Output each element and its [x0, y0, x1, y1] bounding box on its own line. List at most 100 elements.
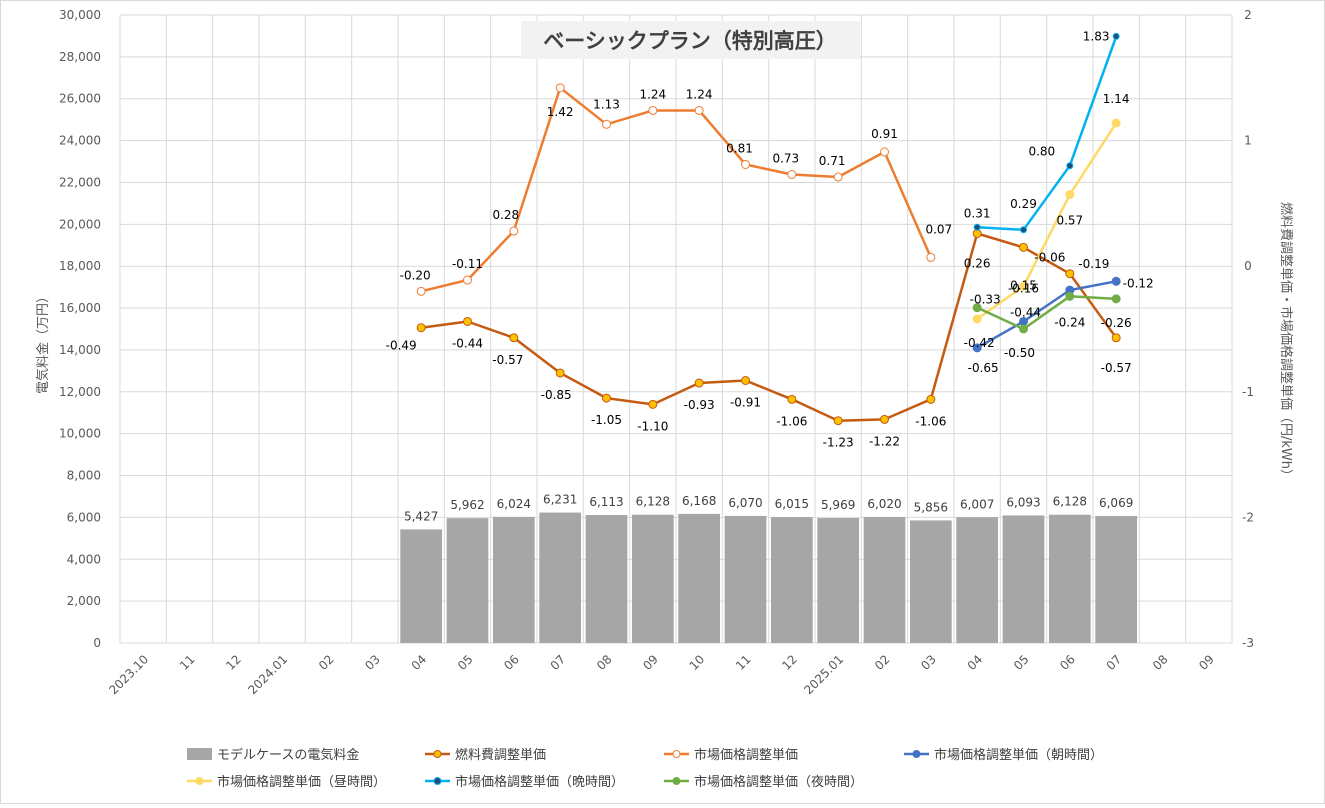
series-point	[1019, 324, 1028, 334]
series-point	[1111, 118, 1121, 128]
bar-label: 6,113	[589, 495, 623, 509]
bar-label: 6,231	[543, 493, 577, 507]
legend-label: 市場価格調整単価（夜時間）	[694, 774, 863, 790]
legend-marker	[672, 777, 681, 785]
point-label: -0.44	[452, 336, 483, 350]
series-point	[555, 368, 565, 378]
legend-marker	[672, 750, 681, 758]
legend: モデルケースの電気料金 燃料費調整単価 市場価格調整単価 市場価格調整単価（朝時間） 市…	[187, 747, 1103, 790]
right-axis-tick: 2	[1244, 8, 1252, 22]
bar-label: 6,093	[1006, 495, 1040, 509]
series-point	[880, 147, 889, 157]
series-line	[420, 86, 932, 293]
point-label: -0.33	[970, 293, 1001, 307]
legend-label: 市場価格調整単価（晩時間）	[455, 774, 624, 790]
series-point	[555, 83, 565, 93]
left-axis-tick: 12,000	[59, 385, 101, 399]
bar-label: 5,969	[821, 498, 855, 512]
point-label: -0.93	[684, 398, 715, 412]
series-point	[1066, 162, 1074, 170]
series-line	[976, 122, 1118, 321]
bar-label: 6,007	[960, 497, 994, 511]
right-axis-tick: 0	[1244, 259, 1252, 273]
legend-label: 燃料費調整単価	[455, 747, 546, 763]
bar-label: 6,128	[1053, 495, 1087, 509]
point-label: -0.06	[1034, 251, 1065, 265]
legend-label: 市場価格調整単価（昼時間）	[217, 774, 386, 790]
series-point	[787, 170, 797, 180]
series-point	[926, 252, 936, 262]
point-label: -0.12	[1123, 276, 1154, 290]
series-point	[1019, 281, 1028, 291]
legend-swatch	[187, 748, 212, 760]
bar-series	[400, 512, 1138, 643]
series-point	[694, 105, 704, 115]
legend-marker	[195, 777, 204, 785]
bar-label: 6,024	[497, 497, 531, 511]
series-point	[833, 172, 843, 182]
left-axis-tick: 4,000	[67, 552, 101, 566]
point-label: -1.06	[776, 414, 807, 428]
series-point	[880, 414, 889, 424]
line-data-labels: -0.49 -0.44 -0.57 -0.85 -1.05 -1.10 -0.93 -0.91…	[386, 29, 1154, 449]
bar	[770, 517, 813, 643]
series-point	[1065, 291, 1075, 301]
series-point	[741, 375, 750, 385]
point-label: -0.50	[1004, 346, 1035, 360]
series-line	[976, 295, 1117, 331]
chart-title-background	[521, 21, 860, 59]
left-axis-title: 電気料金（万円）	[35, 290, 51, 394]
point-label: -0.65	[968, 361, 999, 375]
series-point	[1019, 242, 1028, 252]
series-point	[694, 378, 704, 388]
point-label: -1.23	[823, 436, 854, 450]
point-label: -0.16	[1008, 281, 1039, 295]
chart-title-box: ベーシックプラン（特別高圧）	[521, 21, 860, 59]
series-point	[648, 105, 658, 115]
series-point	[509, 226, 519, 236]
point-label: 0.81	[726, 141, 753, 155]
series-point	[972, 343, 982, 353]
bar	[724, 515, 767, 643]
bar-label: 6,020	[867, 497, 901, 511]
bar-label: 6,128	[636, 495, 670, 509]
bar	[909, 520, 952, 643]
point-label: 0.31	[964, 206, 991, 220]
bar-label: 5,962	[450, 498, 484, 512]
series-point	[1111, 333, 1121, 343]
series-point	[833, 416, 843, 426]
point-label: 0.91	[871, 127, 898, 141]
point-label: -1.10	[637, 419, 668, 433]
series-point	[509, 333, 519, 343]
point-label: 0.71	[819, 154, 846, 168]
series-point	[463, 275, 472, 285]
legend-label: 市場価格調整単価	[694, 747, 798, 763]
bar	[1048, 514, 1091, 643]
bar-label: 6,069	[1099, 496, 1133, 510]
point-label: 1.42	[547, 105, 574, 119]
series-point	[1111, 294, 1121, 304]
point-label: -1.05	[591, 413, 622, 427]
legend-marker	[433, 750, 442, 758]
point-label: -0.11	[452, 257, 483, 271]
point-label: 1.24	[639, 87, 666, 101]
point-label: -0.42	[964, 336, 995, 350]
left-axis-tick: 6,000	[67, 510, 101, 524]
series-line	[976, 280, 1117, 349]
series-point	[741, 159, 750, 169]
left-axis-tick: 14,000	[59, 343, 101, 357]
bar-label: 5,427	[404, 509, 438, 523]
point-label: -0.44	[1010, 305, 1041, 319]
left-axis-tick: 18,000	[59, 259, 101, 273]
series-point	[1112, 32, 1120, 40]
chart-title: ベーシックプラン（特別高圧）	[543, 29, 837, 53]
series-point	[972, 303, 982, 313]
series-point	[1020, 226, 1027, 234]
left-axis-tick: 26,000	[59, 92, 101, 106]
point-label: -0.85	[541, 388, 572, 402]
legend-marker	[433, 777, 442, 785]
bar	[678, 513, 721, 643]
